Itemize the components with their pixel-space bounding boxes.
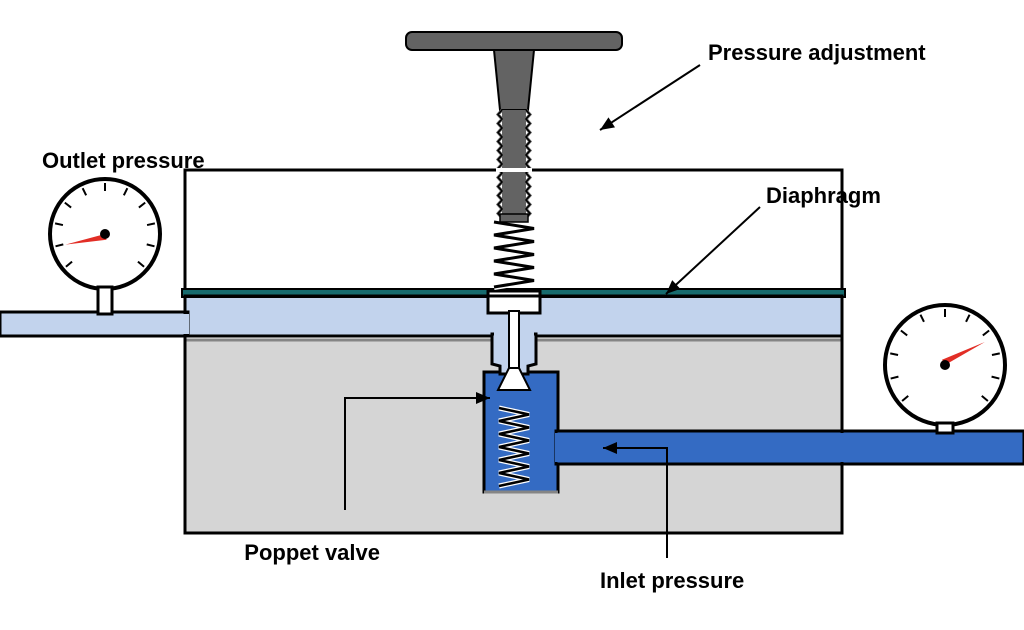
outlet-gauge bbox=[50, 179, 160, 289]
inlet-gauge bbox=[885, 305, 1005, 425]
spring-seat bbox=[488, 291, 540, 313]
handle-grip bbox=[494, 50, 534, 110]
poppet-stem bbox=[509, 311, 519, 374]
label-text-poppet: Poppet valve bbox=[244, 540, 380, 565]
handle-cap bbox=[406, 32, 622, 50]
gauge-stub bbox=[937, 423, 953, 433]
label-text-adjustment: Pressure adjustment bbox=[708, 40, 926, 65]
label-text-outlet: Outlet pressure bbox=[42, 148, 205, 173]
adjust-screw bbox=[502, 110, 526, 218]
outlet-pipe bbox=[0, 312, 188, 336]
label-adjustment: Pressure adjustment bbox=[600, 40, 926, 130]
label-text-inlet: Inlet pressure bbox=[600, 568, 744, 593]
label-diaphragm: Diaphragm bbox=[666, 183, 881, 294]
label-text-diaphragm: Diaphragm bbox=[766, 183, 881, 208]
gauge-stub bbox=[98, 287, 112, 314]
